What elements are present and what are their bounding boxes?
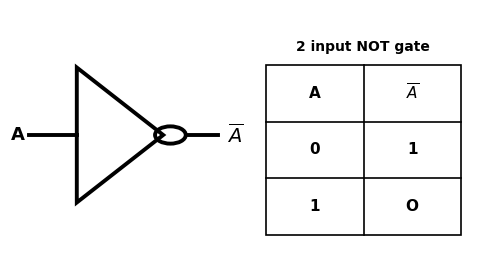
- Text: O: O: [406, 199, 419, 214]
- Text: $\overline{A}$: $\overline{A}$: [406, 83, 419, 103]
- Text: 1: 1: [407, 142, 418, 157]
- Bar: [266, 65, 461, 235]
- Text: 1: 1: [310, 199, 320, 214]
- Text: A: A: [309, 86, 321, 101]
- Text: A: A: [12, 126, 25, 144]
- Text: $\overline{A}$: $\overline{A}$: [227, 123, 243, 147]
- Text: 2 input NOT gate: 2 input NOT gate: [297, 40, 430, 54]
- Text: 0: 0: [310, 142, 320, 157]
